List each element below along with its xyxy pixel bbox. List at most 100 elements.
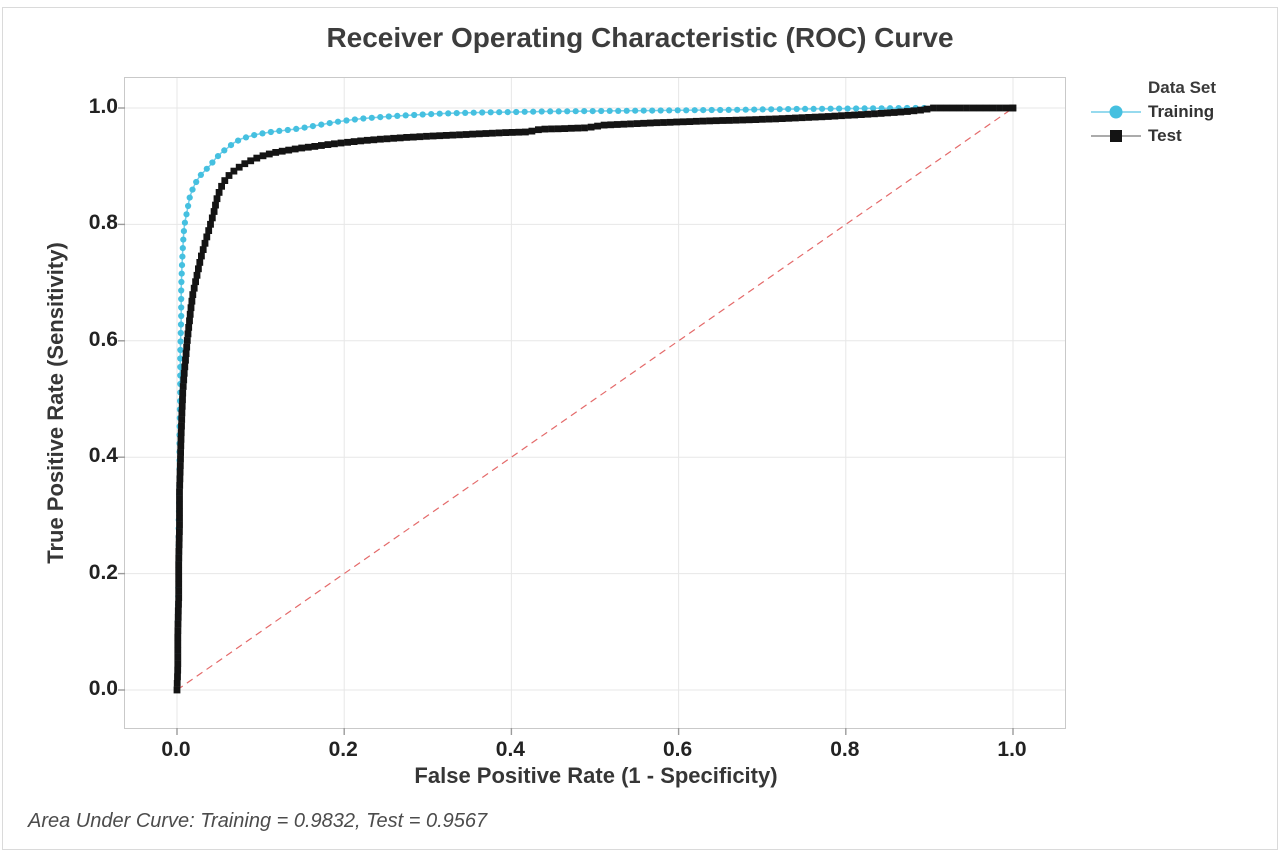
test-marker (640, 119, 648, 127)
test-marker (989, 104, 997, 112)
test-marker (291, 145, 299, 153)
test-marker (890, 109, 898, 116)
training-marker (185, 202, 192, 210)
training-marker (649, 107, 656, 114)
training-marker (179, 253, 186, 260)
test-marker (178, 416, 186, 423)
test-marker (344, 138, 351, 146)
training-marker (293, 125, 300, 132)
test-marker (182, 356, 189, 364)
test-marker (923, 105, 931, 113)
test-marker (174, 653, 182, 661)
test-marker (502, 129, 509, 136)
training-marker (462, 109, 469, 116)
test-marker (581, 124, 588, 132)
test-marker (838, 112, 845, 120)
test-series (173, 104, 1017, 694)
training-marker (589, 108, 596, 115)
training-marker (581, 108, 588, 115)
test-marker (241, 160, 249, 168)
test-marker (174, 620, 182, 628)
test-marker (910, 107, 918, 115)
test-marker (522, 128, 529, 136)
training-marker (178, 312, 185, 320)
test-marker (805, 114, 812, 121)
test-marker (195, 265, 202, 273)
test-marker (574, 124, 582, 132)
training-marker (445, 110, 452, 117)
training-marker (836, 105, 843, 112)
test-marker (594, 122, 601, 130)
training-marker (343, 117, 350, 124)
training-marker (504, 109, 511, 116)
test-marker (666, 118, 674, 126)
training-marker (453, 110, 460, 117)
chart-title: Receiver Operating Characteristic (ROC) … (326, 22, 954, 53)
training-marker (759, 106, 766, 113)
training-marker (487, 109, 494, 116)
training-marker (768, 106, 775, 113)
test-marker (304, 143, 312, 151)
test-marker (331, 140, 338, 148)
training-marker (496, 109, 503, 116)
legend-title: Data Set (1148, 78, 1217, 97)
legend-items: Training Test (1090, 100, 1275, 148)
test-marker (456, 131, 463, 139)
test-marker (679, 118, 687, 126)
test-marker (192, 278, 199, 286)
test-marker (176, 475, 184, 483)
training-marker (177, 355, 184, 362)
test-marker (969, 104, 977, 112)
training-marker (623, 107, 630, 114)
test-marker (186, 310, 194, 318)
test-marker (184, 330, 192, 338)
training-marker (555, 108, 562, 115)
training-marker (521, 108, 528, 115)
test-marker (259, 152, 267, 160)
training-marker (227, 142, 235, 149)
test-marker (253, 154, 261, 162)
x-tick-label: 0.4 (495, 738, 525, 761)
training-marker (700, 107, 707, 114)
training-marker (844, 105, 851, 112)
test-marker (462, 131, 470, 138)
test-marker (416, 133, 424, 141)
training-marker (640, 107, 647, 114)
test-marker (190, 284, 198, 292)
training-marker (411, 111, 418, 119)
test-marker (176, 528, 183, 535)
training-marker (751, 106, 758, 113)
y-tick-label: 0.2 (88, 560, 118, 584)
test-marker (174, 614, 182, 621)
training-marker (177, 329, 184, 337)
training-marker (178, 287, 185, 294)
test-marker (193, 271, 201, 279)
y-tick-label: 1.0 (88, 95, 118, 118)
x-tick-label: 0.8 (830, 738, 860, 761)
test-marker (178, 402, 186, 410)
test-marker (726, 117, 733, 124)
test-marker (175, 574, 183, 582)
test-marker (792, 114, 799, 122)
training-marker (177, 338, 184, 345)
training-marker (547, 108, 554, 115)
y-tick-label: 0.0 (88, 677, 118, 700)
test-marker (225, 172, 233, 179)
training-marker (717, 106, 724, 114)
training-marker (394, 112, 401, 119)
test-marker (871, 110, 878, 118)
test-marker (930, 104, 937, 112)
test-marker (535, 126, 542, 134)
test-marker (175, 600, 182, 608)
test-marker (213, 195, 221, 203)
training-marker (572, 108, 579, 115)
test-marker (174, 666, 182, 674)
test-marker (183, 337, 191, 344)
test-marker (561, 125, 569, 132)
y-tick-label: 0.8 (88, 211, 118, 235)
test-marker (350, 138, 358, 145)
test-marker (752, 116, 760, 123)
test-marker (198, 252, 205, 260)
test-marker (174, 660, 182, 667)
test-marker (357, 137, 365, 145)
